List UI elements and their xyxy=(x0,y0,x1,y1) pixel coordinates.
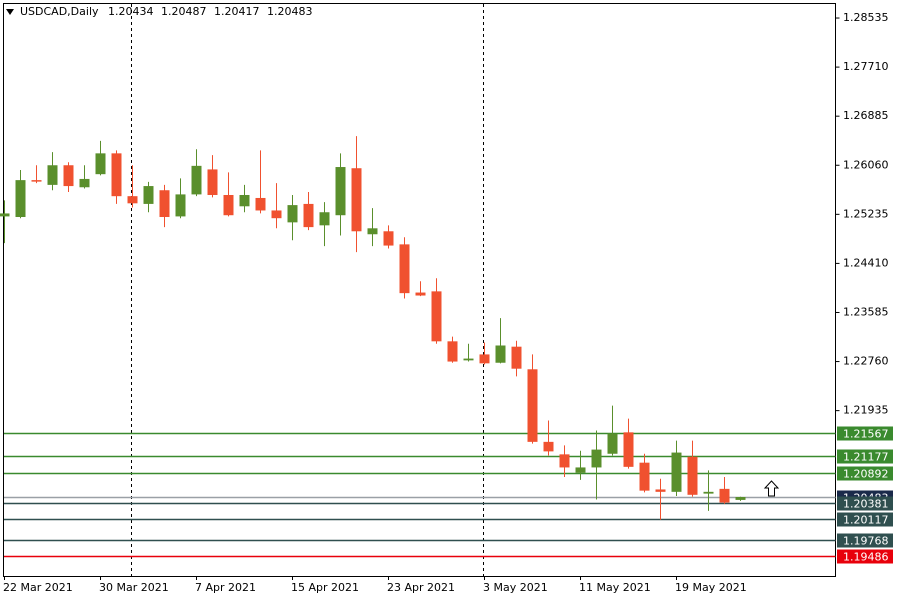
candle-body xyxy=(207,169,218,195)
header-close: 1.20483 xyxy=(267,5,313,18)
level-line-label-box xyxy=(837,466,893,481)
candle-body xyxy=(655,489,666,492)
level-line-label-box xyxy=(837,449,893,464)
candle-body xyxy=(639,462,650,491)
candle-body xyxy=(111,153,122,197)
candle-body xyxy=(447,341,458,362)
plot-frame xyxy=(3,3,836,577)
candle-body xyxy=(159,190,170,218)
candle-body xyxy=(463,358,474,361)
candle-body xyxy=(671,452,682,492)
level-line-label: 1.21177 xyxy=(843,451,889,464)
candle-body xyxy=(79,178,90,188)
candle-body xyxy=(239,194,250,207)
candle-body xyxy=(95,153,106,175)
y-tick-label: 1.23585 xyxy=(843,305,889,318)
candle-body xyxy=(63,165,74,187)
y-tick-label: 1.28535 xyxy=(843,11,889,24)
y-tick-label: 1.22760 xyxy=(843,355,889,368)
y-tick-label: 1.24410 xyxy=(843,256,889,269)
y-tick-label: 1.21935 xyxy=(843,404,889,417)
x-tick-label: 30 Mar 2021 xyxy=(99,581,169,594)
candle-body xyxy=(479,354,490,364)
candle-body xyxy=(31,180,42,182)
level-line-label: 1.19486 xyxy=(843,551,889,564)
level-line-label-box xyxy=(837,496,893,511)
candle-body xyxy=(399,244,410,294)
candle-body xyxy=(143,186,154,204)
y-tick-label: 1.27710 xyxy=(843,60,889,73)
candle-body xyxy=(175,194,186,217)
candle-body xyxy=(527,369,538,442)
candle-body xyxy=(719,488,730,503)
candle-body xyxy=(735,497,746,500)
candle-body xyxy=(287,205,298,223)
header: USDCAD,Daily 1.20434 1.20487 1.20417 1.2… xyxy=(20,5,313,18)
y-tick-label: 1.26885 xyxy=(843,109,889,122)
header-arrow xyxy=(6,9,14,15)
candle-body xyxy=(191,165,202,195)
level-line-label: 1.19768 xyxy=(843,535,889,548)
level-line-label: 1.21567 xyxy=(843,428,889,441)
x-tick-label: 22 Mar 2021 xyxy=(3,581,73,594)
candle-body xyxy=(383,231,394,246)
level-line-label-box xyxy=(837,512,893,527)
candle-body xyxy=(319,212,330,226)
candle-body xyxy=(15,180,26,218)
candle-body xyxy=(47,165,58,185)
candle-body xyxy=(367,228,378,235)
level-line-label-box xyxy=(837,533,893,548)
candle-body xyxy=(575,467,586,473)
candle-body xyxy=(591,449,602,468)
candle-body xyxy=(271,210,282,219)
x-tick-label: 11 May 2021 xyxy=(579,581,651,594)
candle-body xyxy=(495,345,506,363)
candle-body xyxy=(543,441,554,452)
level-line-label: 1.20892 xyxy=(843,468,889,481)
candle-body xyxy=(511,346,522,369)
candle-body xyxy=(431,291,442,342)
x-tick-label: 15 Apr 2021 xyxy=(291,581,359,594)
candle-body xyxy=(703,491,714,494)
x-tick-label: 19 May 2021 xyxy=(675,581,747,594)
header-low: 1.20417 xyxy=(214,5,260,18)
header-high: 1.20487 xyxy=(161,5,207,18)
level-line-label: 1.20381 xyxy=(843,498,889,511)
candle-body xyxy=(255,197,266,211)
level-line-label: 1.20117 xyxy=(843,514,889,527)
candle-body xyxy=(351,168,362,232)
y-tick-label: 1.26060 xyxy=(843,158,889,171)
candle-body xyxy=(607,433,618,454)
level-line-label-box xyxy=(837,426,893,441)
y-tick-label: 1.25235 xyxy=(843,207,889,220)
candle-body xyxy=(127,196,138,204)
symbol: USDCAD,Daily xyxy=(20,5,99,18)
x-tick-label: 3 May 2021 xyxy=(483,581,548,594)
header-open: 1.20434 xyxy=(108,5,154,18)
candle-body xyxy=(335,167,346,216)
x-tick-label: 23 Apr 2021 xyxy=(387,581,455,594)
level-line-label-box xyxy=(837,549,893,564)
up-arrow-icon xyxy=(763,480,780,497)
candle-body xyxy=(223,194,234,216)
candle-body xyxy=(0,213,10,217)
candle-body xyxy=(687,456,698,495)
x-tick-label: 7 Apr 2021 xyxy=(195,581,256,594)
candle-body xyxy=(303,203,314,228)
candle-body xyxy=(623,432,634,467)
candle-body xyxy=(415,292,426,296)
candle-body xyxy=(559,454,570,468)
